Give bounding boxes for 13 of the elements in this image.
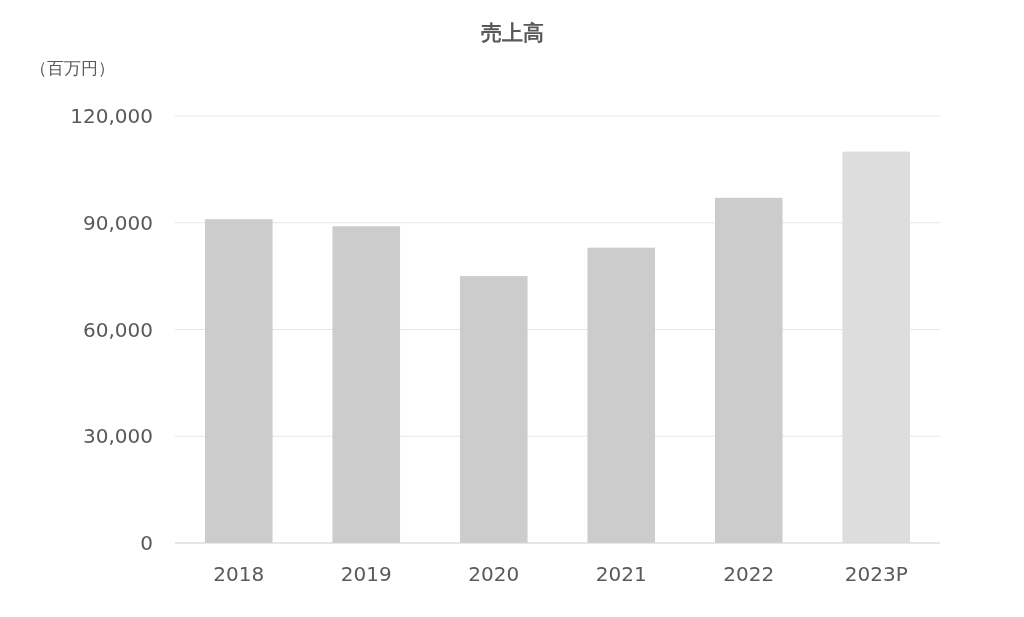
x-tick-label: 2020 bbox=[468, 562, 520, 586]
x-tick-label: 2021 bbox=[595, 562, 647, 586]
y-axis-title: （百万円） bbox=[30, 58, 115, 78]
x-tick-label: 2019 bbox=[340, 562, 392, 586]
y-tick-label: 0 bbox=[140, 531, 153, 555]
y-tick-label: 30,000 bbox=[83, 424, 153, 449]
x-tick-label: 2018 bbox=[213, 562, 265, 586]
y-tick-label: 90,000 bbox=[83, 210, 153, 235]
y-tick-label: 120,000 bbox=[70, 104, 153, 128]
x-tick-label: 2022 bbox=[723, 562, 775, 586]
x-tick-label: 2023P bbox=[844, 562, 908, 586]
y-tick-label: 60,000 bbox=[83, 317, 153, 342]
chart-title: 売上高 bbox=[480, 21, 544, 45]
